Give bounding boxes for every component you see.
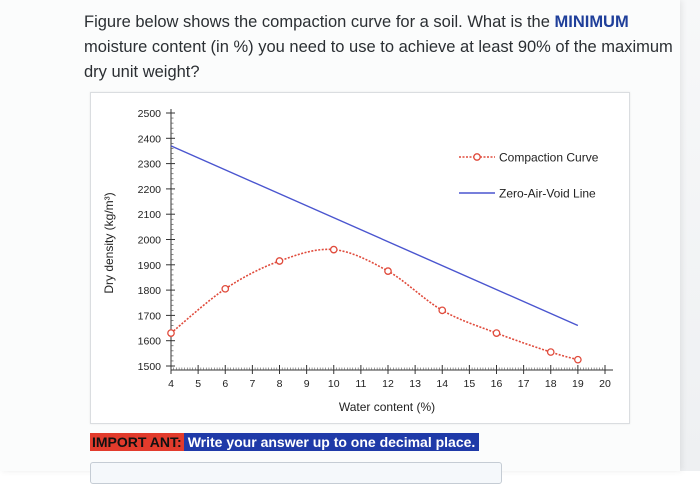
x-tick-label: 9: [304, 378, 310, 390]
answer-input[interactable]: [90, 462, 502, 484]
y-tick-label: 2200: [138, 184, 162, 196]
y-tick-label: 1800: [138, 285, 162, 297]
x-tick-label: 10: [328, 378, 340, 390]
series-line: [170, 145, 579, 327]
question-highlight: MINIMUM: [554, 13, 629, 31]
data-point-marker: [329, 245, 338, 254]
x-tick-label: 5: [195, 378, 201, 390]
x-tick-label: 19: [572, 378, 584, 390]
x-tick-label: 8: [277, 378, 283, 390]
y-tick-label: 1500: [138, 361, 162, 373]
figure-frame: Dry density (kg/m³) Water content (%) 15…: [90, 92, 630, 424]
x-axis-label: Water content (%): [339, 400, 435, 414]
legend-label: Zero-Air-Void Line: [499, 187, 596, 201]
question-part-1: Figure below shows the compaction curve …: [84, 13, 550, 31]
data-point-marker: [275, 257, 284, 265]
x-tick-label: 4: [168, 378, 174, 390]
x-tick-label: 12: [382, 378, 394, 390]
x-tick-label: 13: [409, 378, 421, 390]
x-tick-label: 16: [491, 378, 503, 390]
data-point-marker: [167, 329, 175, 337]
zero-air-void-line: [170, 145, 579, 327]
series-line: [170, 248, 579, 361]
y-tick-label: 2500: [138, 108, 162, 120]
x-tick-label: 11: [355, 378, 366, 390]
data-point-marker: [492, 329, 501, 337]
data-point-marker: [221, 284, 230, 293]
important-message: Write your answer up to one decimal plac…: [183, 433, 480, 451]
y-axis-label: Dry density (kg/m³): [102, 192, 116, 293]
legend-marker: [473, 153, 481, 161]
compaction-chart: Dry density (kg/m³) Water content (%) 15…: [102, 108, 613, 414]
x-tick-label: 17: [518, 378, 530, 390]
question-part-2: moisture content (in %) you need to use …: [84, 38, 673, 81]
data-point-marker: [384, 267, 392, 275]
data-point-marker: [546, 348, 555, 356]
compaction-curve: [167, 245, 582, 364]
important-notice: IMPORT ANT: Write your answer up to one d…: [90, 432, 480, 452]
chart-legend: Compaction Curve Zero-Air-Void Line: [459, 151, 599, 201]
question-card: Figure below shows the compaction curve …: [84, 10, 674, 484]
x-tick-label: 14: [436, 378, 448, 390]
legend-label: Compaction Curve: [499, 151, 599, 165]
y-tick-label: 1600: [138, 336, 162, 348]
y-tick-label: 1900: [138, 260, 162, 272]
y-tick-label: 1700: [138, 310, 162, 322]
x-tick-label: 15: [464, 378, 476, 390]
x-tick-label: 20: [599, 378, 611, 390]
data-point-marker: [574, 355, 582, 364]
x-tick-label: 7: [249, 378, 255, 390]
x-tick-label: 6: [222, 378, 228, 390]
x-tick-label: 18: [545, 378, 557, 390]
y-tick-label: 2000: [138, 235, 162, 247]
y-tick-label: 2100: [138, 209, 162, 221]
data-point-marker: [438, 306, 447, 315]
y-tick-label: 2300: [138, 159, 162, 171]
question-text: Figure below shows the compaction curve …: [84, 10, 674, 85]
important-tag: IMPORT ANT:: [90, 433, 184, 451]
y-tick-label: 2400: [138, 133, 162, 145]
